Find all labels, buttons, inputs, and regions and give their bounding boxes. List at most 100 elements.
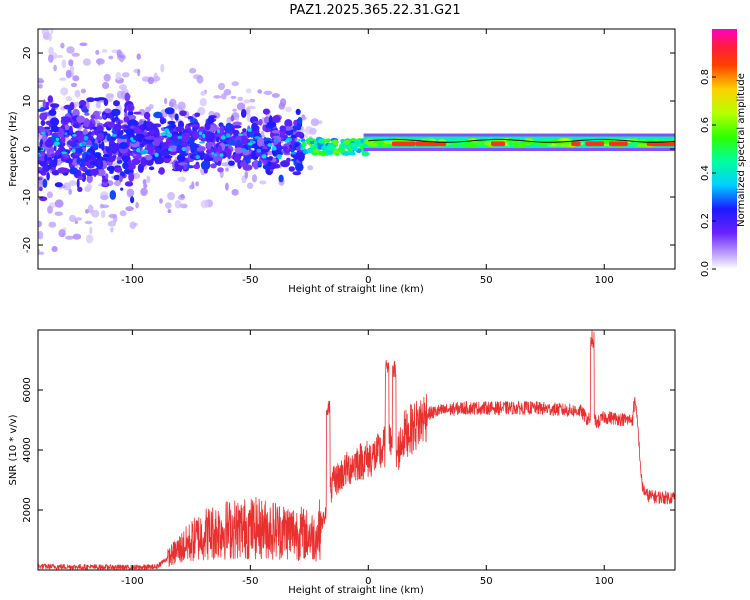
spectrogram-noise-blob	[100, 210, 106, 218]
spectrogram-noise-blob	[95, 101, 101, 109]
spectrogram-noise-blob	[285, 106, 292, 113]
spectrogram-band-blob	[144, 136, 154, 140]
spectrogram-band-blob	[240, 108, 247, 118]
spectrogram-band-blob	[257, 160, 262, 166]
spectrogram-noise-blob	[38, 220, 43, 228]
spectrogram-band-blob	[123, 125, 131, 129]
spectrogram-band-highlight	[277, 155, 282, 160]
spectrogram-band-blob	[119, 142, 128, 150]
spectrogram-noise-blob	[232, 108, 238, 112]
spectrogram-band-blob	[85, 154, 92, 161]
spectrogram-ylabel: Frequency (Hz)	[8, 111, 19, 187]
spectrogram-band-texture	[462, 141, 473, 145]
spectrogram-noise-blob	[200, 199, 209, 209]
spectrogram-band-blob	[48, 109, 57, 116]
spectrogram-band-blob	[103, 154, 110, 158]
spectrogram-band-blob	[63, 104, 74, 110]
spectrogram-band-blob	[146, 132, 151, 137]
spectrogram-band-blob	[106, 155, 116, 163]
spectrogram-band-blob	[104, 131, 108, 136]
spectrogram-band-texture	[631, 141, 641, 145]
spectrogram-band-highlight	[199, 141, 205, 144]
x-tick-label: -50	[242, 275, 258, 286]
spectrogram-band-highlight	[166, 132, 173, 138]
spectrogram-band-blob	[128, 172, 135, 182]
spectrogram-band-blob	[38, 177, 43, 181]
spectrogram-band-blob	[96, 132, 105, 141]
spectrogram-band-blob	[89, 160, 97, 166]
snr-series-line	[38, 330, 675, 570]
spectrogram-noise-blob	[110, 227, 114, 233]
spectrogram-band-blob	[219, 125, 225, 134]
spectrogram-noise-blob	[135, 201, 139, 209]
spectrogram-noise-blob	[48, 33, 52, 42]
spectrogram-band-blob	[81, 108, 89, 113]
spectrogram-noise-blob	[196, 75, 204, 84]
spectrogram-band-blob	[114, 115, 119, 122]
spectrogram-band-highlight	[241, 148, 247, 152]
spectrogram-noise-blob	[82, 58, 91, 66]
spectrogram-band-blob	[44, 105, 50, 110]
spectrogram-noise-blob	[38, 230, 44, 240]
spectrogram-band-blob	[44, 101, 50, 107]
spectrogram-band-highlight	[217, 129, 221, 134]
spectrogram-band-blob	[189, 124, 200, 128]
spectrogram-band-blob	[40, 119, 46, 126]
spectrogram-band-blob	[182, 141, 188, 148]
spectrogram-band-highlight	[247, 128, 252, 132]
y-tick-label: 10	[22, 95, 33, 108]
spectrogram-band-highlight	[111, 134, 117, 137]
spectrogram-band-blob	[54, 182, 63, 188]
spectrogram-band-blob	[93, 143, 99, 150]
spectrogram-band-blob	[50, 153, 56, 157]
spectrogram-band-blob	[110, 142, 120, 152]
spectrogram-band-highlight	[168, 148, 173, 151]
spectrogram-band-blob	[146, 121, 154, 129]
spectrogram-noise-blob	[246, 182, 254, 189]
spectrogram-noise-blob	[70, 82, 78, 88]
spectrogram-band-blob	[133, 111, 142, 115]
spectrogram-band-highlight	[261, 154, 267, 159]
spectrogram-noise-blob	[126, 188, 135, 198]
spectrogram-noise-blob	[218, 82, 225, 91]
spectrogram-noise-blob	[87, 204, 94, 214]
spectrogram-band-blob	[251, 122, 258, 131]
spectrogram-band-blob	[262, 124, 266, 132]
spectrogram-band-blob	[89, 123, 95, 128]
spectrogram-band-blob	[230, 115, 235, 122]
spectrogram-band-blob	[49, 117, 60, 127]
spectrogram-noise-blob	[199, 98, 207, 107]
spectrogram-noise-blob	[79, 42, 88, 47]
spectrogram-noise-blob	[74, 217, 83, 221]
spectrogram-band-blob	[174, 113, 179, 121]
spectrogram-transition-blob	[328, 145, 337, 149]
x-tick-label: -100	[121, 275, 144, 286]
spectrogram-band-highlight	[198, 131, 202, 136]
spectrogram-transition-blob	[353, 140, 361, 146]
spectrogram-noise-blob	[231, 188, 239, 196]
spectrogram-noise-blob	[189, 67, 197, 74]
spectrogram-noise-blob	[181, 176, 185, 183]
spectrogram-noise-blob	[38, 77, 44, 82]
spectrogram-band-blob	[42, 133, 47, 142]
spectrogram-band-blob	[76, 178, 80, 189]
x-tick-label: 100	[595, 275, 614, 286]
spectrogram-band-texture	[634, 143, 650, 147]
spectrogram-band-highlight	[72, 134, 77, 137]
spectrogram-band-highlight	[202, 133, 206, 138]
spectrogram-band-blob	[295, 108, 301, 115]
spectrogram-noise-blob	[220, 93, 227, 100]
spectrogram-band-blob	[207, 116, 215, 124]
spectrogram-transition-blob	[321, 145, 327, 151]
spectrogram-hot-core	[585, 141, 605, 147]
spectrogram-band-blob	[179, 110, 187, 117]
spectrogram-band-blob	[57, 154, 62, 159]
spectrogram-band-blob	[57, 127, 65, 138]
spectrogram-band-highlight	[61, 151, 68, 154]
spectrogram-band-blob	[193, 163, 201, 170]
spectrogram-noise-blob	[180, 193, 185, 199]
spectrogram-band-blob	[240, 161, 247, 168]
spectrogram-noise-blob	[62, 182, 72, 191]
y-tick-label: -20	[22, 237, 33, 253]
spectrogram-noise-blob	[72, 233, 82, 240]
